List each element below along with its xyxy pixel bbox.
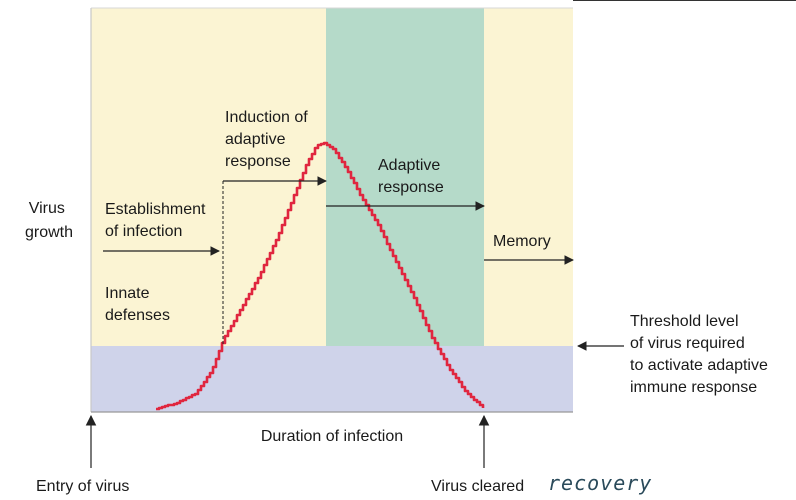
memory-label: Memory [493,233,551,250]
induction-label: Induction of adaptive response [225,109,312,170]
handwritten-recovery-note: recovery [548,471,652,495]
innate-defenses-label: Innate defenses [105,285,170,324]
threshold-band [91,346,573,412]
adaptive-response-label: Adaptive response [378,157,445,196]
threshold-label: Threshold level of virus required to act… [630,313,772,396]
entry-label: Entry of virus [36,478,129,495]
x-axis-label: Duration of infection [261,428,403,445]
y-axis-label: Virus growth [25,200,73,241]
virus-growth-curve [156,141,485,411]
establishment-label: Establishment of infection [105,201,210,240]
virus-cleared-label: Virus cleared [431,478,524,495]
